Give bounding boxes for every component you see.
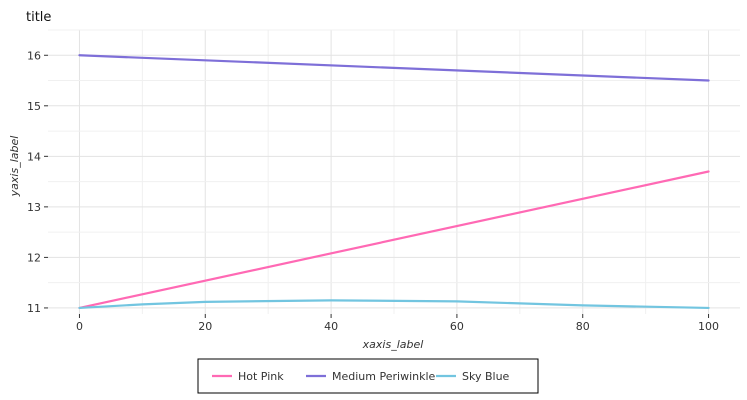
x-axis-title: xaxis_label [362,338,424,351]
x-tick-label: 20 [198,320,212,333]
legend: Hot Pink Medium Periwinkle Sky Blue [197,358,539,394]
series-line-hot-pink [78,170,710,310]
x-tick-label: 0 [76,320,83,333]
grid [48,29,740,314]
y-tick-label: 14 [27,150,41,163]
x-tick-label: 100 [698,320,719,333]
series-line-sky-blue [78,299,710,310]
legend-label: Hot Pink [238,370,284,383]
legend-label: Sky Blue [462,370,510,383]
y-tick-label: 11 [27,302,41,315]
legend-box [197,358,539,394]
legend-label: Medium Periwinkle [332,370,436,383]
series-line-medium-periwinkle [78,54,710,82]
series-lines [78,54,710,310]
x-tick-label: 40 [324,320,338,333]
y-tick-label: 13 [27,201,41,214]
y-axis-ticks: 11 12 13 14 15 16 [27,49,48,315]
y-tick-label: 15 [27,100,41,113]
y-tick-label: 12 [27,251,41,264]
x-axis-ticks: 0 20 40 60 80 100 [76,314,719,333]
y-axis-title: yaxis_label [8,136,21,198]
y-tick-label: 16 [27,49,41,62]
x-tick-label: 60 [450,320,464,333]
x-tick-label: 80 [576,320,590,333]
chart-title: title [26,10,51,25]
